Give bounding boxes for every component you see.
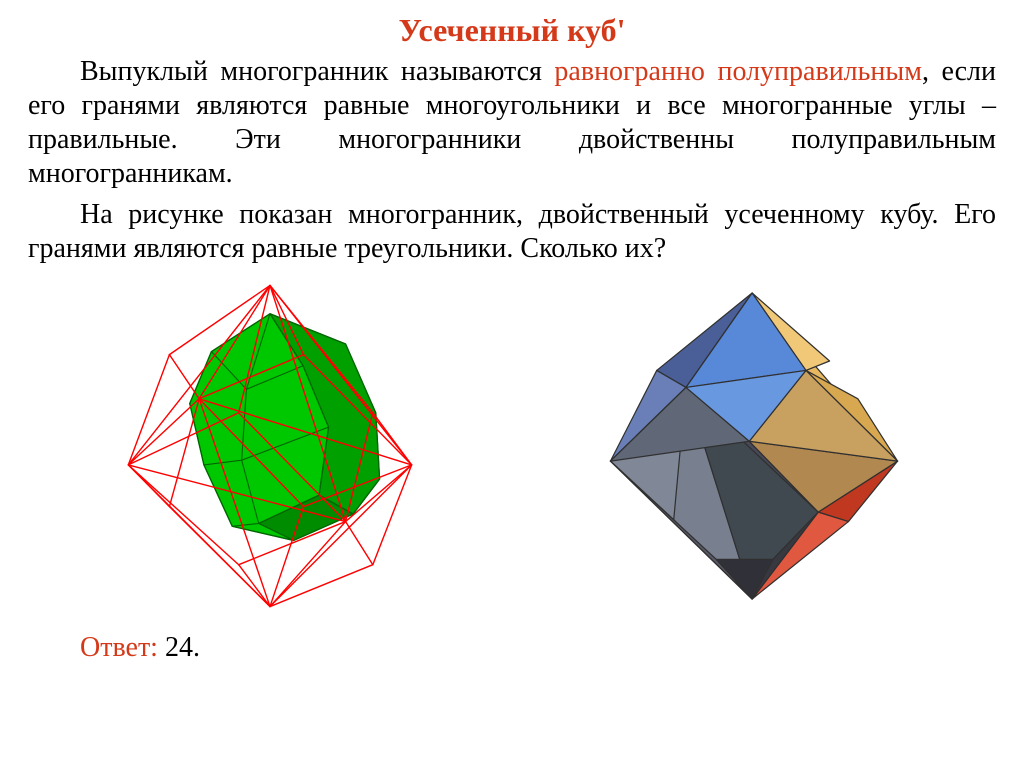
answer-line: Ответ: 24.	[28, 632, 996, 664]
truncated-cube-wire-svg	[90, 276, 450, 616]
para1-highlight: равногранно полуправильным	[554, 56, 922, 87]
figure-left	[90, 276, 450, 621]
page-title: Усеченный куб'	[28, 12, 996, 49]
paragraph-1: Выпуклый многогранник называются равногр…	[28, 55, 996, 192]
triakis-octahedron-svg	[574, 276, 934, 616]
figure-right	[574, 276, 934, 621]
paragraph-2: На рисунке показан многогранник, двойств…	[28, 198, 996, 266]
answer-value: 24.	[165, 632, 200, 663]
figures-row	[28, 274, 996, 624]
para1-text1: Выпуклый многогранник называются	[80, 56, 554, 87]
answer-label: Ответ:	[80, 632, 158, 663]
